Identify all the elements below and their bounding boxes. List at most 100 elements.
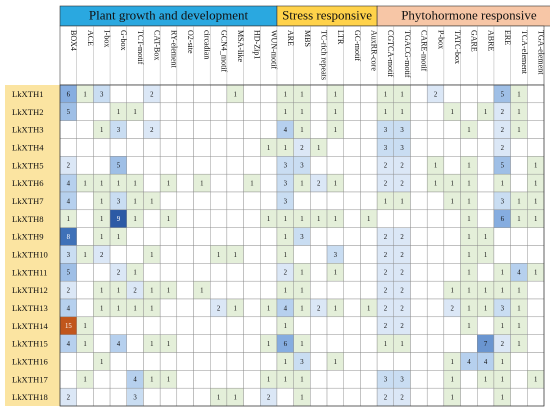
heatmap-cell bbox=[326, 138, 344, 157]
row-label: LkXTH10 bbox=[12, 249, 48, 259]
heatmap-cell bbox=[310, 84, 328, 104]
cell-value: 4 bbox=[117, 341, 121, 348]
heatmap-cell bbox=[143, 209, 161, 228]
heatmap-cell bbox=[343, 334, 361, 353]
heatmap-cell bbox=[176, 191, 194, 211]
cell-value: 1 bbox=[150, 252, 153, 259]
heatmap-cell bbox=[527, 227, 545, 246]
cell-value: 1 bbox=[334, 305, 337, 312]
cell-value: 1 bbox=[100, 234, 103, 241]
heatmap-cell bbox=[210, 191, 228, 211]
heatmap-cell bbox=[460, 370, 478, 389]
cell-value: 2 bbox=[400, 323, 404, 330]
heatmap-cell bbox=[93, 387, 111, 407]
cell-value: 4 bbox=[517, 270, 521, 277]
heatmap-cell bbox=[243, 352, 261, 371]
cell-value: 1 bbox=[117, 287, 120, 294]
cell-value: 1 bbox=[517, 305, 520, 312]
heatmap-cell bbox=[343, 156, 361, 175]
cell-value: 1 bbox=[133, 216, 136, 223]
cell-value: 1 bbox=[100, 127, 103, 134]
heatmap-cell bbox=[226, 316, 244, 335]
cell-value: 1 bbox=[484, 252, 487, 259]
cell-value: 1 bbox=[400, 91, 403, 98]
heatmap-cell bbox=[76, 138, 94, 157]
column-label: RY-element bbox=[169, 30, 178, 69]
cell-value: 1 bbox=[300, 394, 303, 401]
cell-value: 1 bbox=[400, 198, 403, 205]
cell-value: 1 bbox=[284, 109, 287, 116]
column-label: ABRE bbox=[486, 30, 495, 51]
group-label-2: Phytohormone responsive bbox=[401, 8, 537, 23]
heatmap-cell bbox=[343, 120, 361, 139]
heatmap-cell bbox=[109, 316, 127, 335]
heatmap-cell bbox=[243, 156, 261, 175]
heatmap-cell bbox=[376, 352, 394, 371]
cell-value: 1 bbox=[467, 270, 470, 277]
heatmap-cell bbox=[310, 227, 328, 246]
heatmap-cell bbox=[176, 280, 194, 300]
heatmap-cell bbox=[326, 280, 344, 300]
heatmap-cell bbox=[76, 352, 94, 371]
cell-value: 3 bbox=[400, 127, 404, 134]
heatmap-cell bbox=[143, 138, 161, 157]
heatmap-cell bbox=[59, 138, 77, 157]
heatmap-cell bbox=[126, 227, 144, 246]
cell-value: 1 bbox=[451, 109, 454, 116]
heatmap-cell bbox=[343, 138, 361, 157]
heatmap-cell bbox=[510, 387, 528, 407]
heatmap-cell bbox=[343, 280, 361, 300]
heatmap-cell bbox=[176, 173, 194, 193]
heatmap-cell bbox=[477, 156, 495, 175]
cell-value: 1 bbox=[484, 305, 487, 312]
cell-value: 1 bbox=[133, 109, 136, 116]
row-label-background bbox=[5, 85, 60, 406]
heatmap-cell bbox=[109, 352, 127, 371]
heatmap-cell bbox=[243, 209, 261, 228]
column-label: TATC-box bbox=[453, 30, 462, 64]
column-label: ARE bbox=[286, 30, 295, 46]
cell-value: 1 bbox=[501, 270, 504, 277]
column-label: TGA-element bbox=[536, 30, 545, 75]
heatmap-cell bbox=[126, 84, 144, 104]
heatmap-cell bbox=[426, 280, 445, 300]
heatmap-cell bbox=[460, 138, 478, 157]
heatmap-cell bbox=[360, 316, 378, 335]
heatmap-cell bbox=[260, 280, 278, 300]
column-label: MSA-like bbox=[236, 30, 245, 62]
heatmap-cell bbox=[109, 387, 127, 407]
cell-value: 2 bbox=[451, 305, 455, 312]
row-label: LkXTH1 bbox=[12, 89, 44, 99]
heatmap-cell bbox=[226, 173, 244, 193]
group-label-0: Plant growth and development bbox=[89, 8, 249, 23]
cell-value: 1 bbox=[434, 163, 437, 170]
cell-value: 1 bbox=[300, 287, 303, 294]
heatmap-cell bbox=[193, 334, 211, 353]
cell-value: 2 bbox=[501, 145, 505, 152]
heatmap-cell bbox=[360, 280, 378, 300]
heatmap-cell bbox=[176, 138, 194, 157]
heatmap-cell bbox=[527, 245, 545, 264]
heatmap-cell bbox=[343, 263, 361, 282]
heatmap-cell bbox=[226, 334, 244, 353]
cell-value: 4 bbox=[284, 127, 288, 134]
heatmap-cell bbox=[126, 352, 144, 371]
heatmap-cell bbox=[143, 352, 161, 371]
heatmap-cell bbox=[210, 352, 228, 371]
cell-value: 1 bbox=[501, 359, 504, 366]
heatmap-cell bbox=[159, 352, 178, 371]
heatmap-cell bbox=[193, 156, 211, 175]
column-label: MBS bbox=[303, 30, 312, 47]
cell-value: 1 bbox=[334, 216, 337, 223]
cell-value: 1 bbox=[534, 163, 537, 170]
heatmap-cell bbox=[376, 209, 394, 228]
heatmap-cell bbox=[293, 316, 311, 335]
heatmap-cell bbox=[410, 298, 428, 318]
cell-value: 1 bbox=[300, 180, 303, 187]
heatmap-cell bbox=[76, 120, 94, 139]
heatmap-cell bbox=[343, 370, 361, 389]
cell-value: 1 bbox=[83, 377, 86, 384]
heatmap-cell bbox=[310, 316, 328, 335]
column-label: CARE-motif bbox=[420, 30, 429, 72]
cell-value: 1 bbox=[467, 323, 470, 330]
